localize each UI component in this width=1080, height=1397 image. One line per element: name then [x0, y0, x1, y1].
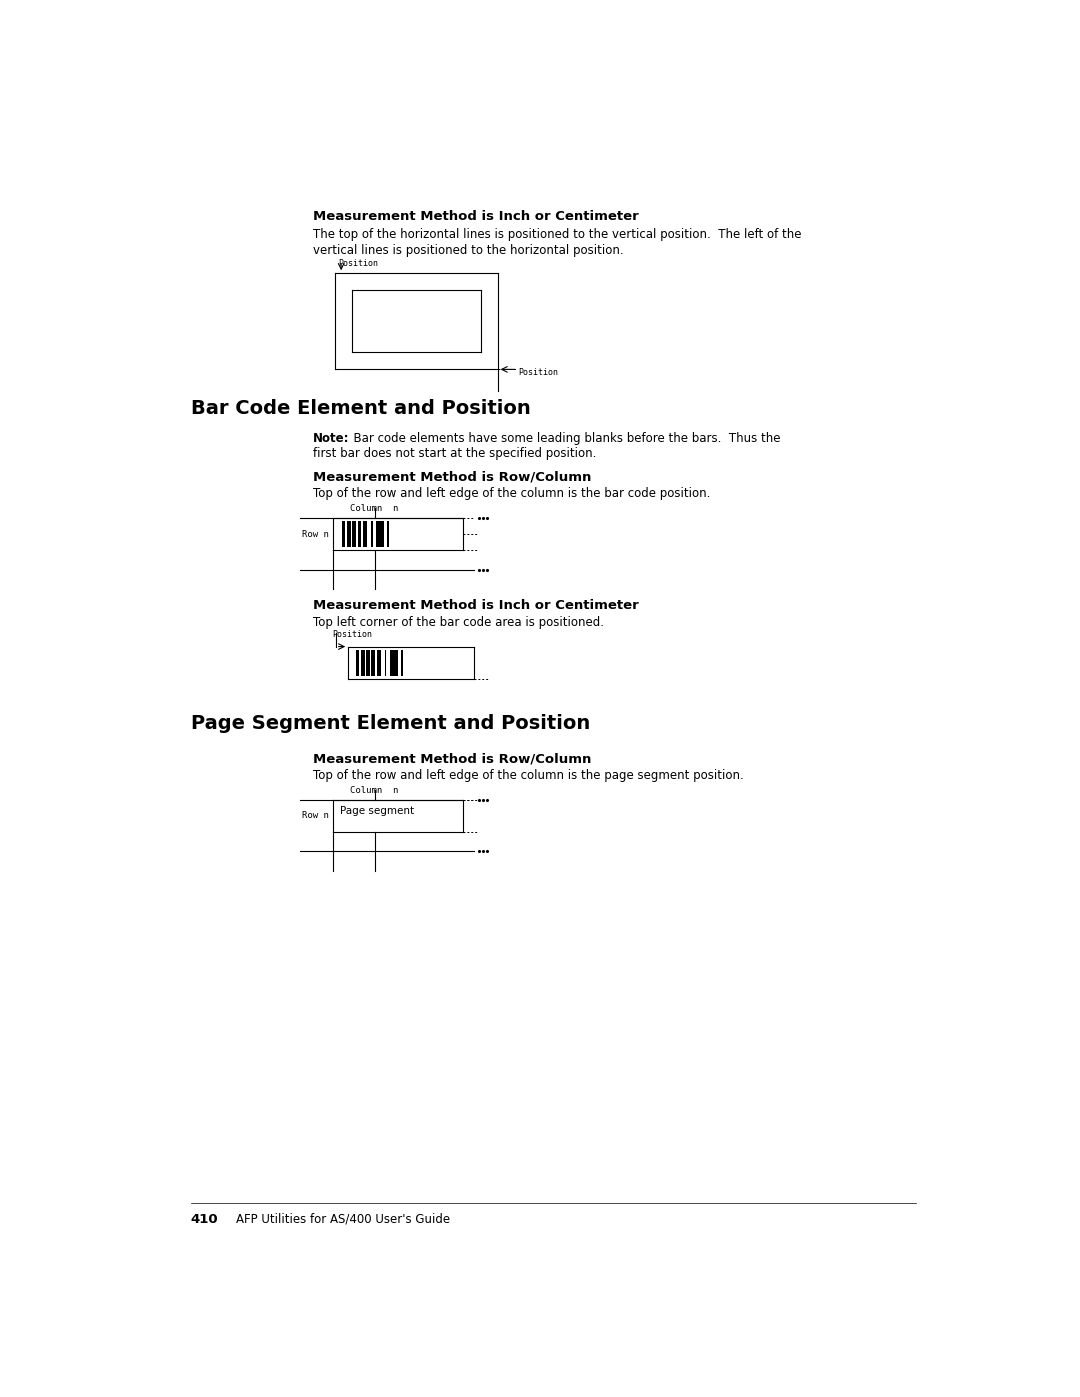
Text: Column  n: Column n: [350, 787, 399, 795]
Text: Column  n: Column n: [350, 504, 399, 513]
Text: Page Segment Element and Position: Page Segment Element and Position: [191, 714, 590, 732]
Bar: [366, 650, 369, 676]
Bar: [370, 521, 373, 548]
Bar: [372, 650, 375, 676]
Text: Position: Position: [338, 258, 378, 267]
Bar: [357, 521, 361, 548]
Text: Measurement Method is Row/Column: Measurement Method is Row/Column: [313, 471, 592, 483]
Bar: [401, 650, 403, 676]
Text: vertical lines is positioned to the horizontal position.: vertical lines is positioned to the hori…: [313, 244, 624, 257]
Text: first bar does not start at the specified position.: first bar does not start at the specifie…: [313, 447, 596, 460]
Text: Row n: Row n: [301, 529, 328, 539]
Bar: [377, 650, 381, 676]
Text: Bar Code Element and Position: Bar Code Element and Position: [191, 400, 530, 419]
Text: Note:: Note:: [313, 432, 350, 444]
Bar: [390, 650, 397, 676]
Bar: [347, 521, 351, 548]
Text: Top of the row and left edge of the column is the bar code position.: Top of the row and left edge of the colu…: [313, 488, 711, 500]
Text: Measurement Method is Inch or Centimeter: Measurement Method is Inch or Centimeter: [313, 210, 639, 224]
Text: Bar code elements have some leading blanks before the bars.  Thus the: Bar code elements have some leading blan…: [346, 432, 780, 444]
Text: Row n: Row n: [301, 812, 328, 820]
Bar: [363, 521, 367, 548]
Bar: [352, 521, 355, 548]
Bar: [376, 521, 383, 548]
Bar: [356, 650, 360, 676]
Text: Measurement Method is Row/Column: Measurement Method is Row/Column: [313, 752, 592, 766]
Bar: [384, 650, 387, 676]
Text: Position: Position: [518, 367, 558, 377]
Text: Top of the row and left edge of the column is the page segment position.: Top of the row and left edge of the colu…: [313, 768, 744, 782]
Bar: [388, 521, 389, 548]
Text: The top of the horizontal lines is positioned to the vertical position.  The lef: The top of the horizontal lines is posit…: [313, 229, 801, 242]
Text: 410: 410: [191, 1213, 218, 1225]
Bar: [342, 521, 346, 548]
Text: Position: Position: [333, 630, 373, 638]
Text: AFP Utilities for AS/400 User's Guide: AFP Utilities for AS/400 User's Guide: [235, 1213, 450, 1225]
Bar: [361, 650, 365, 676]
Text: Top left corner of the bar code area is positioned.: Top left corner of the bar code area is …: [313, 616, 604, 629]
Text: Page segment: Page segment: [340, 806, 415, 816]
Text: Measurement Method is Inch or Centimeter: Measurement Method is Inch or Centimeter: [313, 599, 639, 612]
